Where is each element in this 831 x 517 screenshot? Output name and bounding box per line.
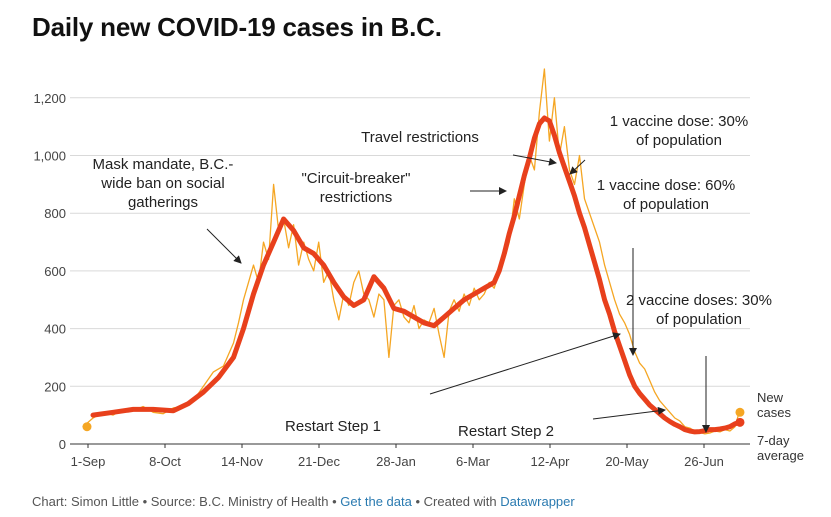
annotation-arrow (512, 154, 557, 166)
y-tick-label: 1,000 (33, 149, 66, 164)
annotation-dose30-line: of population (636, 132, 722, 149)
annotation-twodose-line: 2 vaccine doses: 30% (626, 292, 772, 309)
footer-separator: • (415, 494, 421, 509)
legend-7-day-average: 7-day average (757, 433, 804, 463)
datawrapper-link[interactable]: Datawrapper (500, 494, 575, 509)
annotation-mask-line: gatherings (128, 194, 198, 211)
annotation-dose30: 1 vaccine dose: 30% of population (610, 113, 748, 149)
start-point (82, 422, 92, 432)
annotation-step2: Restart Step 2 (458, 423, 554, 440)
chart-title: Daily new COVID-19 cases in B.C. (32, 12, 442, 42)
legend-7-day-average-line: average (757, 448, 804, 463)
annotation-dose30-line: 1 vaccine dose: 30% (610, 113, 748, 130)
created-with-label: Created with (423, 494, 497, 509)
get-data-link[interactable]: Get the data (340, 494, 412, 509)
legend-new-cases: New cases (757, 390, 791, 420)
legend-7-day-average-line: 7-day (757, 433, 790, 448)
annotation-dose60-line: 1 vaccine dose: 60% (597, 177, 735, 194)
y-tick-label: 800 (44, 206, 66, 221)
x-tick-label: 12-Apr (530, 454, 570, 469)
legend-new-cases-line: New (757, 390, 784, 405)
annotation-step2-line: Restart Step 2 (458, 423, 554, 440)
x-tick-label: 8-Oct (149, 454, 181, 469)
annotation-arrow (429, 332, 621, 395)
annotation-arrow (206, 228, 242, 264)
average-line (90, 115, 743, 435)
annotation-twodose-line: of population (656, 311, 742, 328)
annotation-circuit: "Circuit-breaker" restrictions (301, 170, 410, 206)
footer-separator: • (332, 494, 337, 509)
x-tick-label: 6-Mar (456, 454, 491, 469)
y-tick-label: 200 (44, 379, 66, 394)
x-tick-label: 14-Nov (221, 454, 263, 469)
y-tick-label: 400 (44, 322, 66, 337)
annotation-step1: Restart Step 1 (285, 418, 381, 435)
annotation-dose60-line: of population (623, 196, 709, 213)
y-tick-label: 600 (44, 264, 66, 279)
x-tick-label: 1-Sep (71, 454, 106, 469)
chart-footer: Chart: Simon Little • Source: B.C. Minis… (32, 494, 575, 509)
endpoint-new-cases (735, 407, 745, 417)
annotation-arrow (592, 406, 666, 420)
annotation-circuit-line: restrictions (320, 189, 393, 206)
annotation-mask-line: wide ban on social (100, 175, 224, 192)
x-tick-label: 26-Jun (684, 454, 724, 469)
annotation-travel-line: Travel restrictions (361, 129, 479, 146)
y-tick-label: 1,200 (33, 91, 66, 106)
annotation-travel: Travel restrictions (361, 129, 479, 146)
chart-credit: Chart: Simon Little (32, 494, 139, 509)
annotation-arrow (569, 159, 586, 175)
annotation-mask: Mask mandate, B.C.- wide ban on social gat… (93, 156, 234, 211)
x-tick-label: 21-Dec (298, 454, 340, 469)
annotation-circuit-line: "Circuit-breaker" (301, 170, 410, 187)
chart-source: Source: B.C. Ministry of Health (150, 494, 329, 509)
endpoint-average (735, 417, 745, 427)
annotation-twodose: 2 vaccine doses: 30% of population (626, 292, 772, 328)
annotation-step1-line: Restart Step 1 (285, 418, 381, 435)
annotation-dose60: 1 vaccine dose: 60% of population (597, 177, 735, 213)
x-tick-label: 28-Jan (376, 454, 416, 469)
footer-separator: • (142, 494, 148, 509)
annotation-mask-line: Mask mandate, B.C.- (93, 156, 234, 173)
y-tick-label: 0 (59, 437, 66, 452)
legend-new-cases-line: cases (757, 405, 791, 420)
x-tick-label: 20-May (605, 454, 649, 469)
